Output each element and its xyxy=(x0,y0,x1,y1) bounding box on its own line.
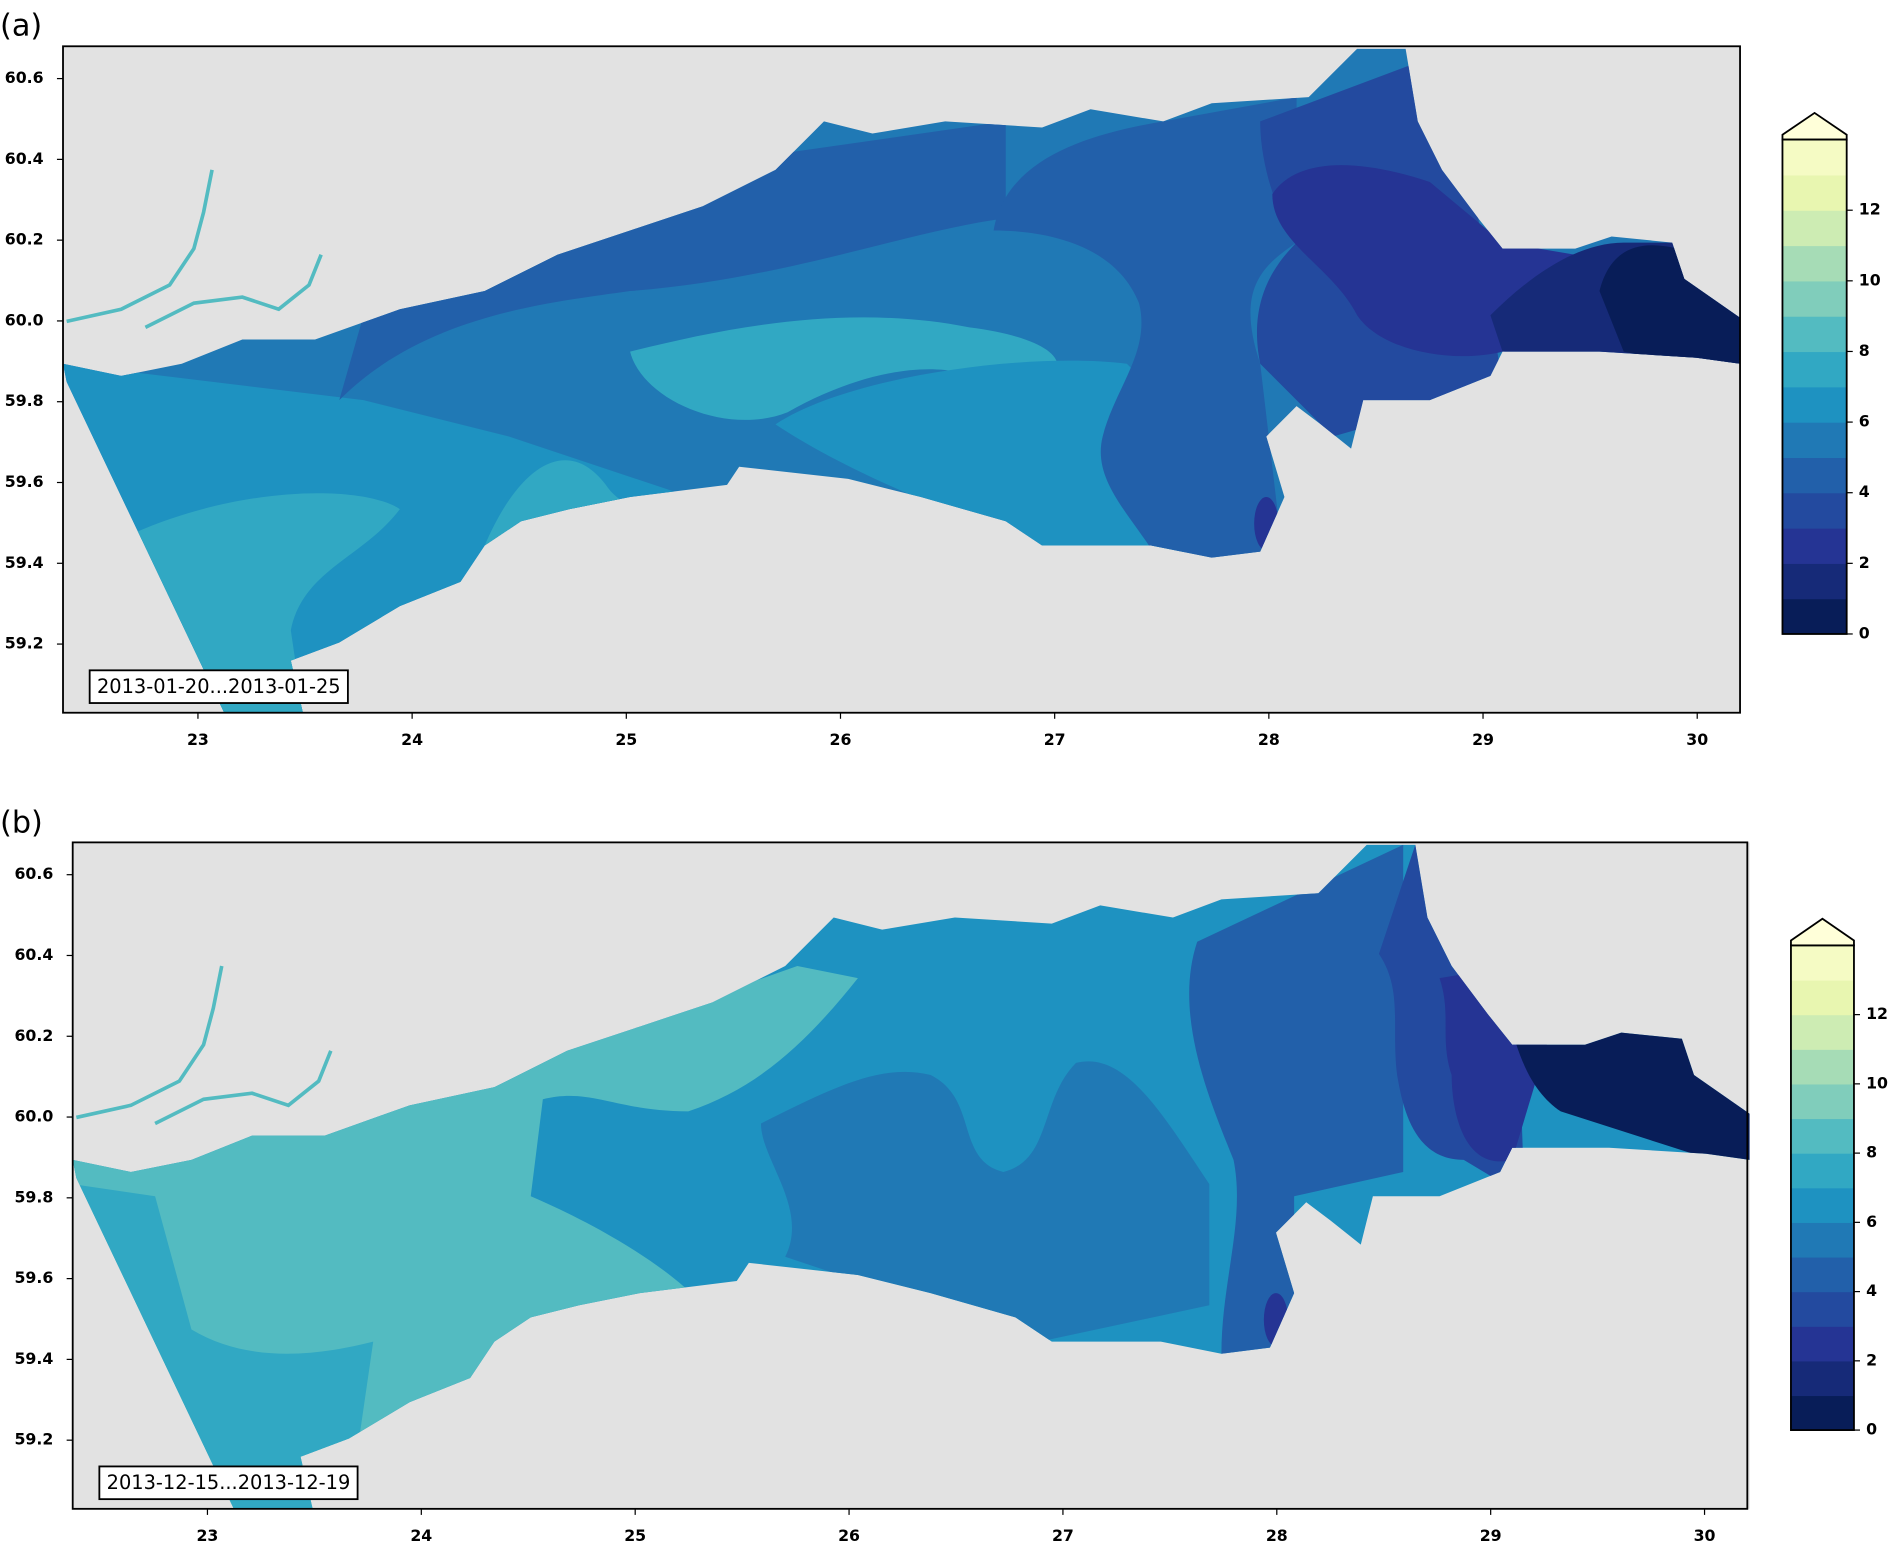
colorbar-band xyxy=(1790,1014,1854,1050)
colorbar-band xyxy=(1790,1360,1854,1397)
x-tick-label: 28 xyxy=(1266,1526,1288,1543)
colorbar-tick-label: 4 xyxy=(1859,482,1870,501)
axes-frame xyxy=(62,45,1741,714)
colorbar-band xyxy=(1782,528,1847,564)
colorbar-band xyxy=(1782,422,1847,459)
colorbar-band xyxy=(1790,945,1854,981)
colorbar-tick-label: 8 xyxy=(1866,1143,1877,1162)
x-tick-label: 26 xyxy=(838,1526,860,1543)
colorbar-tick-label: 0 xyxy=(1866,1420,1877,1439)
map-b xyxy=(72,842,1750,1509)
map-a xyxy=(63,46,1741,713)
y-tick-label: 59.4 xyxy=(5,553,44,572)
colorbar-tick-label: 12 xyxy=(1859,200,1881,219)
colorbar-tick-label: 6 xyxy=(1859,412,1870,431)
colorbar-band xyxy=(1790,1326,1854,1362)
x-tick-label: 24 xyxy=(410,1526,432,1543)
x-tick-label: 28 xyxy=(1258,730,1280,749)
x-tick-label: 23 xyxy=(187,730,209,749)
colorbar-band xyxy=(1790,1256,1854,1293)
colorbar-band xyxy=(1782,139,1847,176)
y-tick-label: 60.0 xyxy=(14,1107,53,1126)
colorbar-frame xyxy=(1790,944,1855,1431)
colorbar-tick-label: 0 xyxy=(1859,623,1870,642)
y-tick-label: 60.4 xyxy=(5,149,44,168)
x-tick-label: 30 xyxy=(1694,1526,1716,1543)
colorbar-band xyxy=(1790,1395,1854,1431)
y-tick-label: 60.4 xyxy=(14,945,53,964)
y-tick-label: 60.2 xyxy=(5,230,44,249)
y-tick-label: 59.2 xyxy=(14,1430,53,1449)
colorbar-tick-label: 8 xyxy=(1859,341,1870,360)
colorbar-extend xyxy=(1781,111,1848,141)
y-tick-label: 59.8 xyxy=(5,391,44,410)
x-tick-label: 30 xyxy=(1686,730,1708,749)
x-tick-label: 25 xyxy=(624,1526,646,1543)
colorbar-band xyxy=(1790,1049,1854,1085)
colorbar-frame xyxy=(1781,138,1848,635)
colorbar-tick-label: 10 xyxy=(1859,270,1881,289)
date-box xyxy=(98,1465,359,1501)
colorbar-band xyxy=(1782,457,1847,494)
date-label: 2013-01-20...2013-01-25 xyxy=(97,675,341,698)
colorbar-extend xyxy=(1790,917,1855,947)
y-tick-label: 59.4 xyxy=(14,1349,53,1368)
colorbar-band xyxy=(1782,386,1847,423)
date-label: 2013-12-15...2013-12-19 xyxy=(107,1471,351,1494)
y-tick-label: 60.6 xyxy=(5,68,44,87)
colorbar-band xyxy=(1782,245,1847,282)
colorbar-band xyxy=(1790,1222,1854,1258)
colorbar-band xyxy=(1790,1187,1854,1223)
date-box xyxy=(88,669,349,704)
y-tick-label: 59.8 xyxy=(14,1187,53,1206)
panel-label: (b) xyxy=(0,806,43,841)
x-tick-label: 24 xyxy=(401,730,423,749)
colorbar-band xyxy=(1782,280,1847,317)
colorbar-band xyxy=(1782,210,1847,247)
panel-label: (a) xyxy=(0,8,42,43)
y-tick-label: 59.2 xyxy=(5,634,44,653)
colorbar-tick-label: 12 xyxy=(1866,1004,1888,1023)
y-tick-label: 60.2 xyxy=(14,1026,53,1045)
colorbar-band xyxy=(1782,316,1847,353)
colorbar-tick-label: 2 xyxy=(1866,1350,1877,1369)
colorbar-band xyxy=(1790,980,1854,1016)
colorbar-band xyxy=(1790,1083,1854,1120)
x-tick-label: 27 xyxy=(1052,1526,1074,1543)
y-tick-label: 59.6 xyxy=(5,472,44,491)
colorbar-band xyxy=(1782,174,1847,211)
colorbar-band xyxy=(1782,492,1847,529)
x-tick-label: 27 xyxy=(1044,730,1066,749)
x-tick-label: 23 xyxy=(196,1526,218,1543)
x-tick-label: 29 xyxy=(1480,1526,1502,1543)
colorbar-tick-label: 6 xyxy=(1866,1212,1877,1231)
colorbar-band xyxy=(1790,1291,1854,1327)
colorbar-band xyxy=(1782,563,1847,600)
axes-frame xyxy=(71,841,1749,1510)
colorbar-band xyxy=(1790,1153,1854,1189)
colorbar-tick-label: 2 xyxy=(1859,553,1870,572)
colorbar-band xyxy=(1782,351,1847,388)
colorbar-tick-label: 10 xyxy=(1866,1073,1888,1092)
colorbar-tick-label: 4 xyxy=(1866,1281,1877,1300)
y-tick-label: 60.6 xyxy=(14,864,53,883)
y-tick-label: 59.6 xyxy=(14,1268,53,1287)
x-tick-label: 26 xyxy=(830,730,852,749)
colorbar-band xyxy=(1782,598,1847,635)
y-tick-label: 60.0 xyxy=(5,310,44,329)
x-tick-label: 29 xyxy=(1472,730,1494,749)
colorbar-band xyxy=(1790,1118,1854,1154)
x-tick-label: 25 xyxy=(615,730,637,749)
